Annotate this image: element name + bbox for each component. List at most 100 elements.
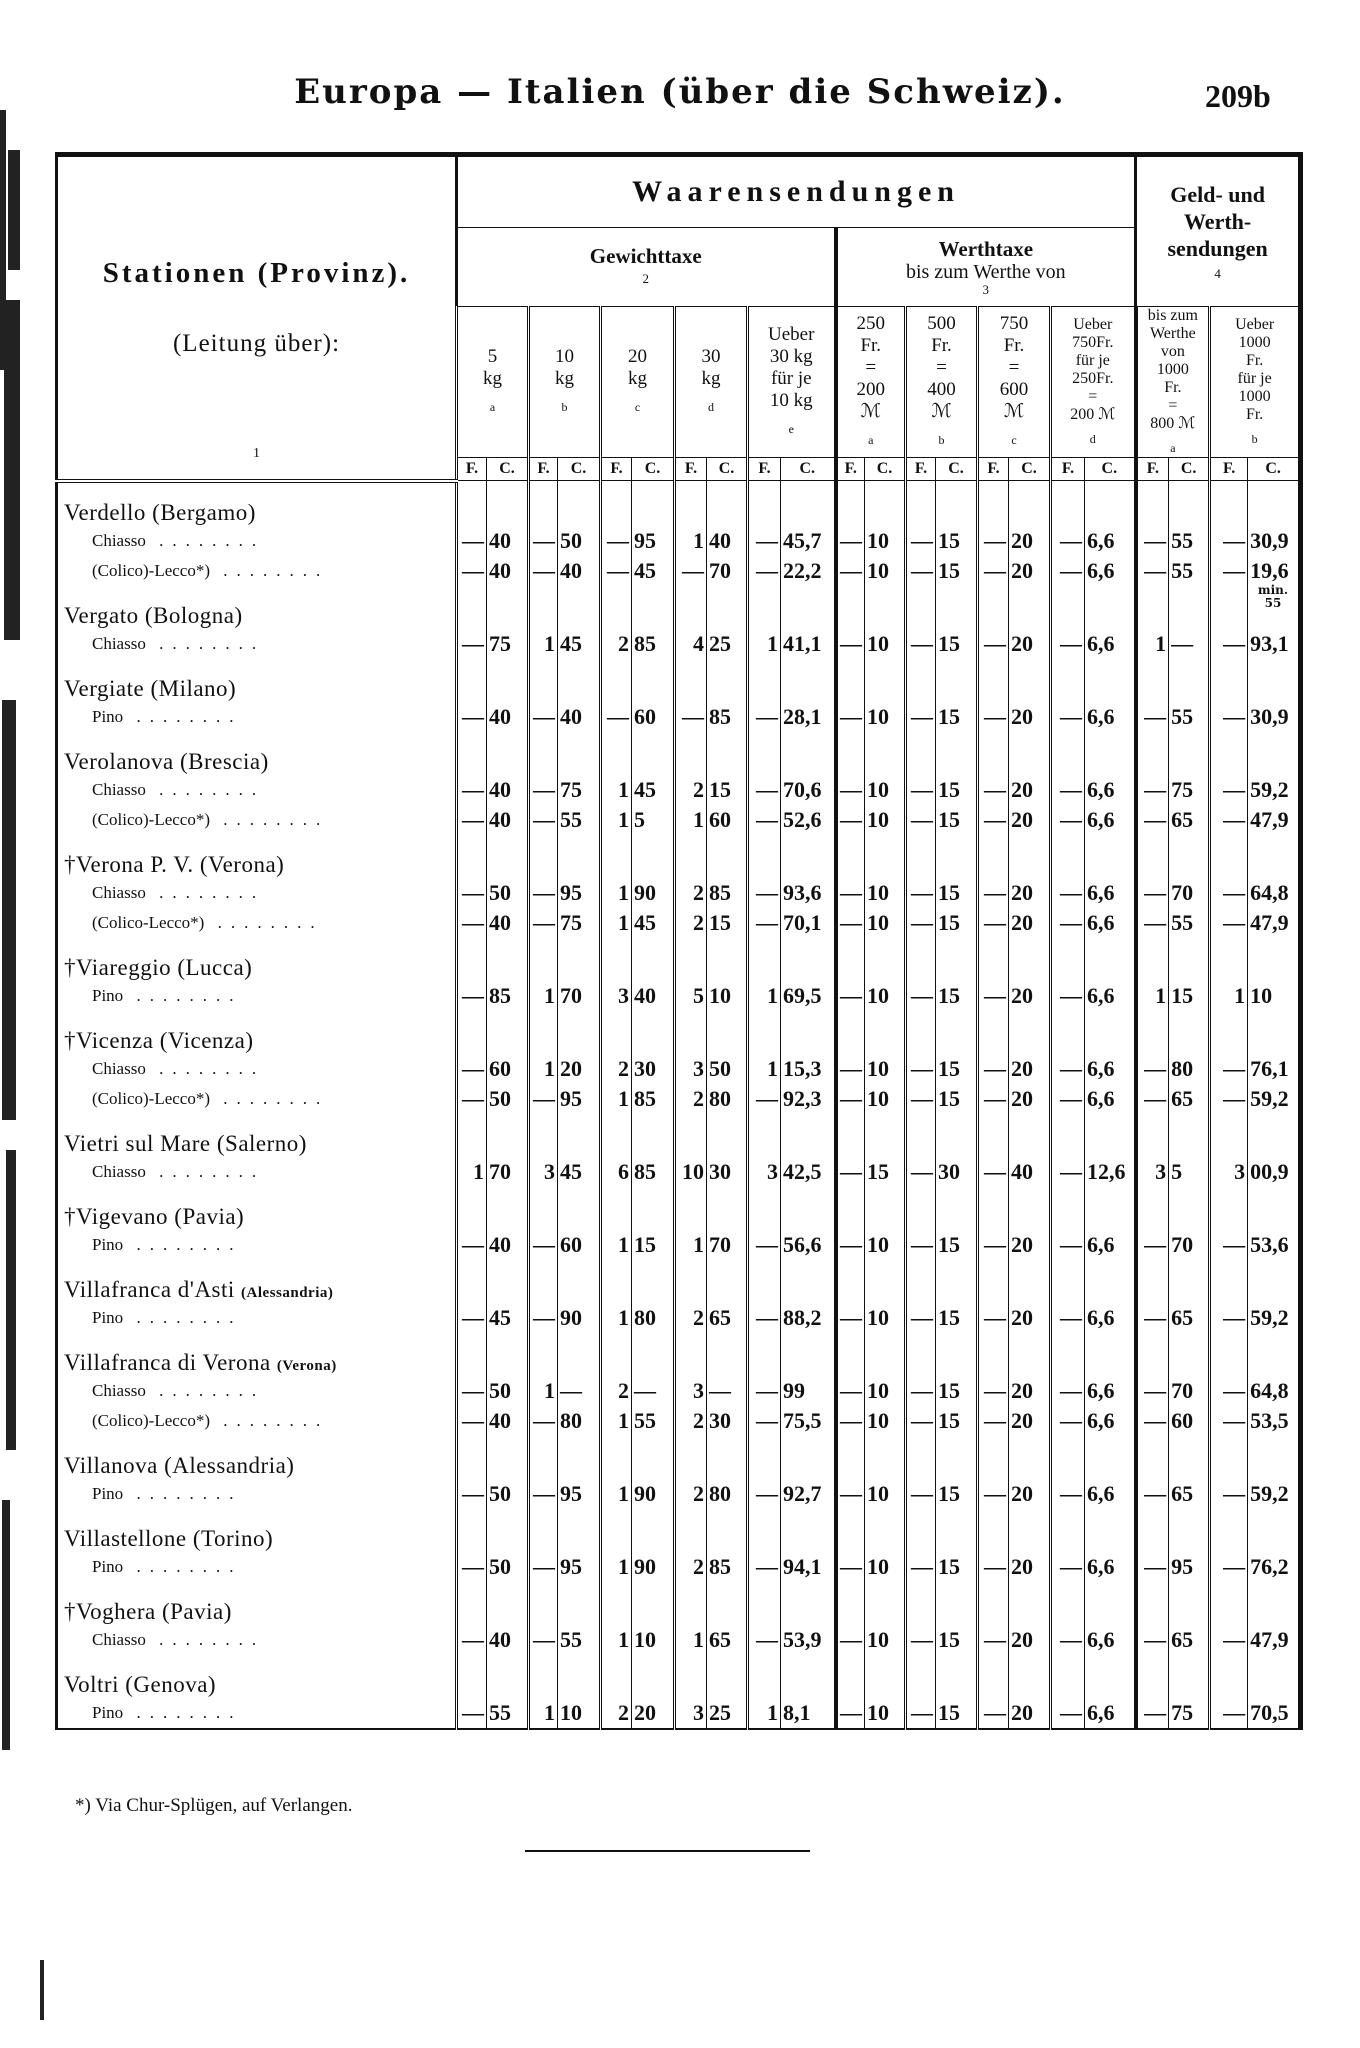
station-name-text: Villafranca di Verona [64, 1349, 271, 1375]
value-francs: — [1208, 1478, 1248, 1509]
value-centimes: 00,9 [1247, 1156, 1304, 1187]
empty-cell [599, 1010, 632, 1054]
empty-cell [935, 1113, 978, 1157]
value-francs: — [455, 555, 487, 586]
empty-cell [1247, 1435, 1304, 1479]
empty-cell [746, 1508, 781, 1552]
leader-dots: ........ [123, 1702, 243, 1722]
station-name-text: Verolanova (Brescia) [64, 748, 269, 774]
value-francs: — [1133, 1478, 1169, 1509]
group-header-werthtaxe: Werthtaxe bis zum Werthe von 3 [833, 227, 1136, 307]
value-centimes: 20 [1008, 1375, 1051, 1406]
empty-cell [557, 1508, 601, 1552]
value-centimes: 15 [935, 774, 978, 805]
value-centimes: 50 [486, 1375, 529, 1406]
empty-cell [864, 1508, 906, 1552]
value-francs: — [1208, 628, 1248, 659]
route-via: (Colico)-Lecco*) [92, 809, 210, 829]
empty-cell [706, 1332, 748, 1376]
value-francs: — [455, 701, 487, 732]
value-centimes: 99 [780, 1375, 836, 1406]
column-header-line: Fr. [1245, 352, 1264, 369]
value-centimes: 6,6 [1083, 804, 1136, 835]
empty-cell [1208, 1113, 1248, 1157]
column-header-line: Fr. [1245, 406, 1264, 423]
empty-cell [1049, 1435, 1085, 1479]
column-header-line: 200 ℳ [1070, 406, 1116, 423]
footnote: *) Via Chur-Splügen, auf Verlangen. [75, 1795, 353, 1816]
station-column-header: Stationen (Provinz). (Leitung über): 1 [55, 154, 457, 483]
unit-centime: C. [486, 457, 529, 481]
empty-cell [1083, 1010, 1136, 1054]
empty-cell [780, 1654, 836, 1698]
empty-cell [935, 937, 978, 981]
empty-cell [746, 480, 781, 526]
empty-cell [631, 937, 675, 981]
value-francs: — [746, 774, 781, 805]
value-francs: — [673, 555, 707, 586]
value-centimes: 20 [1008, 774, 1051, 805]
empty-cell [1083, 1186, 1136, 1230]
value-francs: — [527, 1551, 558, 1582]
value-centimes: 85 [706, 1551, 748, 1582]
empty-cell [455, 1259, 487, 1303]
station-name: Vergiate (Milano) [55, 658, 457, 702]
empty-cell [864, 1186, 906, 1230]
column-header-line: 10 kg [769, 390, 813, 411]
value-centimes: 47,9 [1247, 804, 1304, 835]
empty-cell [599, 480, 632, 526]
empty-cell [904, 937, 936, 981]
column-letter: a [1170, 441, 1176, 455]
station-name-text: †Viareggio (Lucca) [64, 954, 253, 980]
value-francs: 3 [673, 1697, 707, 1730]
station-header-title: Stationen (Provinz). [102, 257, 411, 289]
value-centimes: 6,6 [1083, 1405, 1136, 1436]
route-row: Chiasso ........ —40—55 1 10 1 65—53,9—10—15—… [55, 1624, 1304, 1655]
value-centimes: 55 [1168, 907, 1210, 938]
leader-dots: ........ [123, 706, 243, 726]
group-header-geld-werth: Geld- und Werth-sendungen 4 [1134, 154, 1304, 307]
empty-cell [864, 1113, 906, 1157]
column-header-line: 1000 [1156, 361, 1189, 378]
value-centimes: 45 [486, 1302, 529, 1333]
empty-cell [599, 1332, 632, 1376]
empty-cell [1247, 1654, 1304, 1698]
station-name: †Viareggio (Lucca) [55, 937, 457, 981]
value-francs: — [527, 555, 558, 586]
value-centimes: 92,7 [780, 1478, 836, 1509]
empty-cell [673, 480, 707, 526]
value-centimes: 40 [486, 1624, 529, 1655]
empty-cell [976, 937, 1009, 981]
empty-cell [1008, 1654, 1051, 1698]
empty-cell [746, 1332, 781, 1376]
column-header: 20 kg c [599, 306, 675, 458]
value-francs: — [833, 628, 865, 659]
value-centimes: 20 [1008, 1551, 1051, 1582]
empty-cell [706, 937, 748, 981]
column-letter: e [788, 422, 794, 436]
value-francs: — [1208, 1229, 1248, 1260]
value-francs: — [976, 1624, 1009, 1655]
leader-dots: ........ [210, 1088, 330, 1108]
empty-cell [1133, 1113, 1169, 1157]
value-centimes: 28,1 [780, 701, 836, 732]
empty-cell [486, 1113, 529, 1157]
value-francs: — [1133, 774, 1169, 805]
value-francs: — [833, 1624, 865, 1655]
value-centimes: 20 [1008, 628, 1051, 659]
value-francs: — [599, 555, 632, 586]
werthtaxe-subtitle: bis zum Werthe von [905, 260, 1066, 283]
value-centimes: 85 [631, 1083, 675, 1114]
value-centimes: 59,2 [1247, 1083, 1304, 1114]
column-letter: c [634, 400, 641, 414]
value-francs: — [904, 1478, 936, 1509]
unit-centime: C. [864, 457, 906, 481]
empty-cell [976, 658, 1009, 702]
leader-dots: ........ [145, 779, 266, 799]
empty-cell [1168, 1332, 1210, 1376]
value-centimes: 40 [486, 701, 529, 732]
empty-cell [780, 834, 836, 878]
value-francs: — [976, 1375, 1009, 1406]
value-francs: — [1208, 555, 1248, 586]
route-row: (Colico-Lecco*) ........ —40—75 1 45 2 15—70,… [55, 907, 1304, 938]
